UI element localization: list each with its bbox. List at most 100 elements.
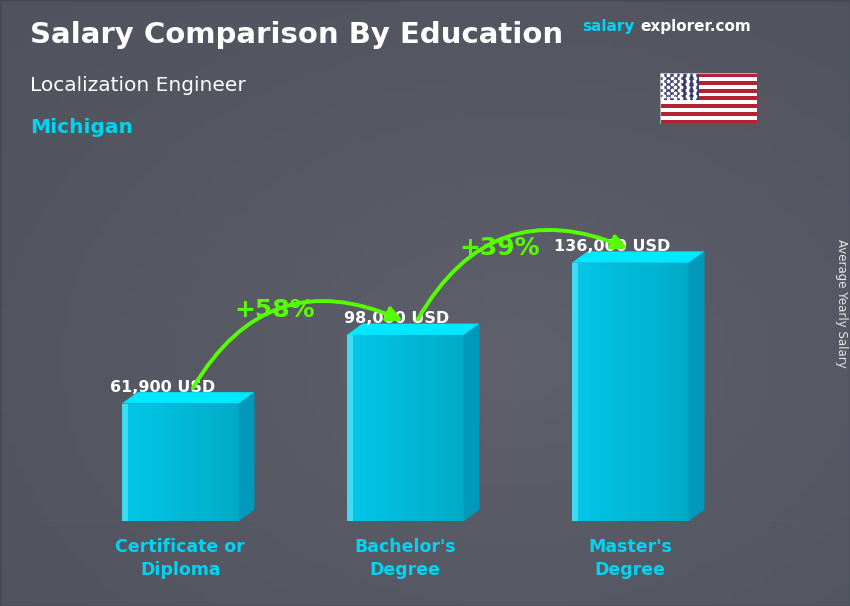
Polygon shape [648, 263, 651, 521]
Text: 61,900 USD: 61,900 USD [110, 380, 215, 395]
Polygon shape [221, 404, 224, 521]
Bar [660, 104, 757, 108]
Polygon shape [438, 335, 440, 521]
Bar [660, 112, 757, 116]
Polygon shape [227, 404, 230, 521]
Polygon shape [162, 404, 166, 521]
Polygon shape [361, 335, 365, 521]
Polygon shape [604, 263, 607, 521]
Polygon shape [402, 335, 405, 521]
Bar [660, 93, 757, 96]
Polygon shape [461, 335, 464, 521]
Polygon shape [598, 263, 601, 521]
Polygon shape [572, 263, 578, 521]
Polygon shape [239, 392, 254, 521]
Polygon shape [619, 263, 621, 521]
Bar [660, 96, 757, 101]
Polygon shape [373, 335, 376, 521]
Polygon shape [347, 335, 353, 521]
Polygon shape [572, 251, 705, 263]
Polygon shape [589, 263, 592, 521]
Polygon shape [420, 335, 422, 521]
Polygon shape [630, 263, 633, 521]
Polygon shape [148, 404, 151, 521]
Polygon shape [668, 263, 672, 521]
Polygon shape [422, 335, 426, 521]
Polygon shape [178, 404, 180, 521]
Polygon shape [365, 335, 367, 521]
Polygon shape [209, 404, 212, 521]
Polygon shape [396, 335, 400, 521]
Polygon shape [379, 335, 382, 521]
Polygon shape [434, 335, 438, 521]
Polygon shape [414, 335, 417, 521]
Polygon shape [432, 335, 434, 521]
Polygon shape [353, 335, 355, 521]
Polygon shape [575, 263, 578, 521]
Bar [660, 73, 699, 101]
Polygon shape [444, 335, 446, 521]
Polygon shape [192, 404, 195, 521]
Polygon shape [408, 335, 411, 521]
Polygon shape [376, 335, 379, 521]
Polygon shape [601, 263, 603, 521]
Polygon shape [680, 263, 683, 521]
Polygon shape [388, 335, 391, 521]
Polygon shape [449, 335, 452, 521]
Bar [660, 77, 757, 81]
Polygon shape [166, 404, 168, 521]
Text: Michigan: Michigan [30, 118, 133, 137]
Polygon shape [195, 404, 198, 521]
Polygon shape [452, 335, 455, 521]
Polygon shape [666, 263, 668, 521]
Bar [660, 81, 757, 85]
Text: 136,000 USD: 136,000 USD [554, 239, 671, 255]
Polygon shape [464, 324, 479, 521]
Polygon shape [581, 263, 583, 521]
Polygon shape [400, 335, 402, 521]
Polygon shape [347, 324, 479, 335]
Polygon shape [145, 404, 148, 521]
Polygon shape [359, 335, 361, 521]
Polygon shape [578, 263, 581, 521]
Polygon shape [426, 335, 428, 521]
Polygon shape [660, 263, 662, 521]
Polygon shape [207, 404, 209, 521]
Polygon shape [204, 404, 207, 521]
Polygon shape [440, 335, 444, 521]
Polygon shape [394, 335, 396, 521]
Polygon shape [174, 404, 178, 521]
Polygon shape [595, 263, 598, 521]
Bar [660, 101, 757, 104]
Polygon shape [235, 404, 239, 521]
Polygon shape [180, 404, 184, 521]
Polygon shape [136, 404, 139, 521]
Polygon shape [592, 263, 595, 521]
Polygon shape [122, 404, 127, 521]
Bar [660, 85, 757, 88]
Polygon shape [230, 404, 233, 521]
Text: Average Yearly Salary: Average Yearly Salary [835, 239, 847, 367]
Polygon shape [686, 263, 688, 521]
Polygon shape [583, 263, 586, 521]
Polygon shape [151, 404, 154, 521]
Polygon shape [677, 263, 680, 521]
Polygon shape [128, 404, 131, 521]
Polygon shape [367, 335, 370, 521]
Bar [660, 73, 757, 77]
Polygon shape [654, 263, 656, 521]
Polygon shape [615, 263, 619, 521]
Polygon shape [633, 263, 636, 521]
Polygon shape [405, 335, 408, 521]
Polygon shape [189, 404, 192, 521]
Polygon shape [215, 404, 218, 521]
Polygon shape [122, 404, 125, 521]
Text: Salary Comparison By Education: Salary Comparison By Education [30, 21, 563, 49]
Bar [660, 116, 757, 120]
Polygon shape [639, 263, 642, 521]
Polygon shape [651, 263, 654, 521]
Polygon shape [349, 335, 353, 521]
Polygon shape [417, 335, 420, 521]
Bar [660, 120, 757, 124]
Polygon shape [642, 263, 645, 521]
